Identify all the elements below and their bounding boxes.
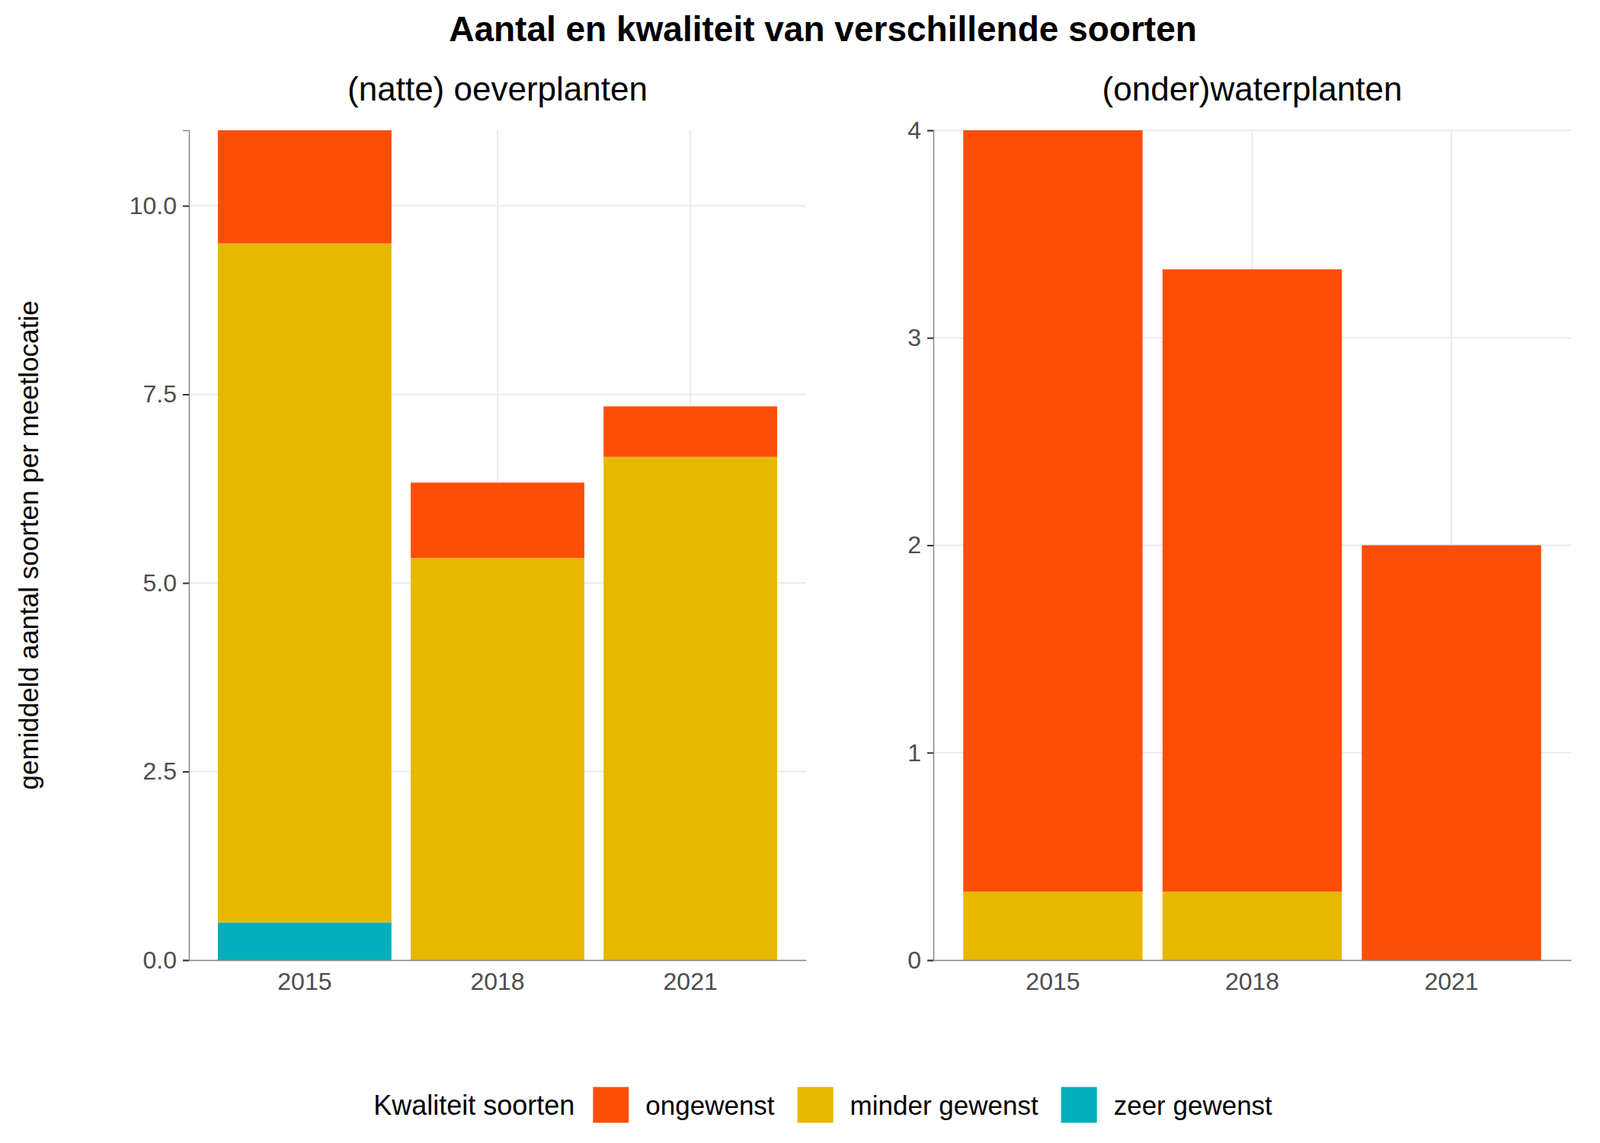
x-axis: 2015 2018 2021 xyxy=(934,960,1572,996)
legend-swatch xyxy=(797,1087,834,1124)
tick-label: 2015 xyxy=(1025,967,1080,996)
tick-label: 4 xyxy=(907,116,922,144)
bar xyxy=(217,130,392,244)
tick-label: 0 xyxy=(907,946,922,974)
tick: 3 xyxy=(907,323,934,352)
bar xyxy=(963,891,1143,960)
tick: 2015 xyxy=(277,960,332,996)
tick-label: 2015 xyxy=(277,967,332,996)
tick: 1 xyxy=(907,738,934,766)
tick: 2015 xyxy=(1025,960,1080,996)
legend-swatch xyxy=(592,1087,629,1124)
tick-mark xyxy=(927,337,934,340)
legend: Kwaliteit soorten ongewenst minder gewenst… xyxy=(373,1087,1273,1124)
title: Aantal en kwaliteit van verschillende so… xyxy=(448,9,1197,49)
bar xyxy=(963,130,1143,892)
tick: 0.0 xyxy=(143,946,189,974)
legend-label: zeer gewenst xyxy=(1113,1090,1273,1120)
axis-line xyxy=(189,960,807,962)
tick-label: 0.0 xyxy=(143,946,177,974)
legend-title: Kwaliteit soorten xyxy=(373,1089,575,1121)
tick: 7.5 xyxy=(143,380,189,408)
subtitle: (natte) oeverplanten xyxy=(347,70,648,108)
subtitle: (onder)waterplanten xyxy=(1102,70,1403,108)
tick-label: 2021 xyxy=(1424,967,1479,996)
axis-line xyxy=(934,960,1572,962)
tick: 2018 xyxy=(1225,960,1280,996)
panel: (natte) oeverplanten 0.0 2.5 5.0 7.5 10.0 2015… xyxy=(129,70,807,996)
tick: 5.0 xyxy=(143,569,189,597)
bars xyxy=(217,130,778,960)
chart: Aantal en kwaliteit van verschillende so… xyxy=(0,0,1600,1143)
bar xyxy=(217,922,392,961)
legend-label: minder gewenst xyxy=(850,1090,1039,1120)
bars xyxy=(963,130,1542,960)
tick: 2.5 xyxy=(143,757,189,785)
tick-label: 2 xyxy=(907,531,922,559)
legend-label: ongewenst xyxy=(645,1090,775,1120)
grid xyxy=(933,130,1572,960)
x-axis: 2015 2018 2021 xyxy=(189,960,807,996)
tick-label: 2.5 xyxy=(143,757,177,785)
bar xyxy=(410,557,585,960)
panel: (onder)waterplanten 0 1 2 3 4 2015 2018 2021 xyxy=(907,70,1572,996)
tick-mark xyxy=(927,960,934,962)
bar xyxy=(603,457,778,960)
legend-swatch xyxy=(1061,1087,1098,1124)
tick-label: 10.0 xyxy=(129,192,177,220)
tick-mark xyxy=(927,130,934,132)
axis-line xyxy=(927,131,935,961)
bar xyxy=(1162,268,1342,892)
y-axis-title: gemiddeld aantal soorten per meetlocatie xyxy=(13,300,44,790)
tick: 0 xyxy=(907,946,934,974)
bar xyxy=(410,482,585,558)
tick-mark xyxy=(182,393,189,396)
tick-label: 7.5 xyxy=(143,380,177,408)
tick: 10.0 xyxy=(129,192,189,220)
grid xyxy=(188,130,807,960)
tick: 2021 xyxy=(663,960,718,996)
tick: 2021 xyxy=(1424,960,1479,996)
tick-label: 1 xyxy=(907,738,922,766)
tick-mark xyxy=(182,771,189,773)
y-axis: 0.0 2.5 5.0 7.5 10.0 xyxy=(129,131,190,974)
tick-label: 2018 xyxy=(470,967,525,996)
bar xyxy=(603,406,778,457)
tick-label: 2018 xyxy=(1225,967,1280,996)
bar xyxy=(1162,891,1342,960)
tick-mark xyxy=(182,205,189,208)
tick-mark xyxy=(182,960,189,962)
tick-mark xyxy=(182,582,189,585)
tick-mark xyxy=(927,544,934,547)
bar xyxy=(217,243,392,923)
tick: 2 xyxy=(907,531,934,559)
tick-label: 5.0 xyxy=(143,569,177,597)
tick-label: 3 xyxy=(907,323,922,352)
axis-line xyxy=(182,131,190,961)
tick: 4 xyxy=(907,116,934,144)
tick-mark xyxy=(927,752,934,754)
tick-label: 2021 xyxy=(663,967,718,996)
tick: 2018 xyxy=(470,960,525,996)
bar xyxy=(1361,545,1541,961)
y-axis: 0 1 2 3 4 xyxy=(907,116,934,974)
